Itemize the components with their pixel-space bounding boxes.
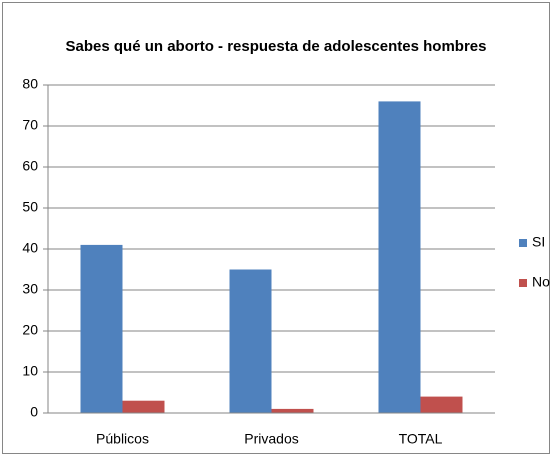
x-tick-label: Públicos xyxy=(96,431,149,447)
legend-label: SI xyxy=(532,234,545,250)
y-tick-label: 40 xyxy=(22,240,38,256)
y-tick-label: 0 xyxy=(30,404,38,420)
chart-title: Sabes qué un aborto - respuesta de adole… xyxy=(66,38,487,55)
y-tick-label: 80 xyxy=(22,76,38,92)
legend-label: No xyxy=(532,274,550,290)
y-tick-label: 60 xyxy=(22,158,38,174)
y-tick-label: 20 xyxy=(22,322,38,338)
x-tick-label: Privados xyxy=(244,431,298,447)
bar xyxy=(122,400,165,413)
y-tick-label: 70 xyxy=(22,117,38,133)
y-tick-label: 30 xyxy=(22,281,38,297)
bar xyxy=(378,101,421,414)
bar xyxy=(229,269,272,413)
legend-swatch xyxy=(519,239,527,247)
bar xyxy=(271,408,314,413)
y-tick-label: 50 xyxy=(22,199,38,215)
y-tick-label: 10 xyxy=(22,363,38,379)
bar xyxy=(420,396,463,413)
x-tick-label: TOTAL xyxy=(399,431,443,447)
bar xyxy=(80,244,123,413)
legend-swatch xyxy=(519,279,527,287)
